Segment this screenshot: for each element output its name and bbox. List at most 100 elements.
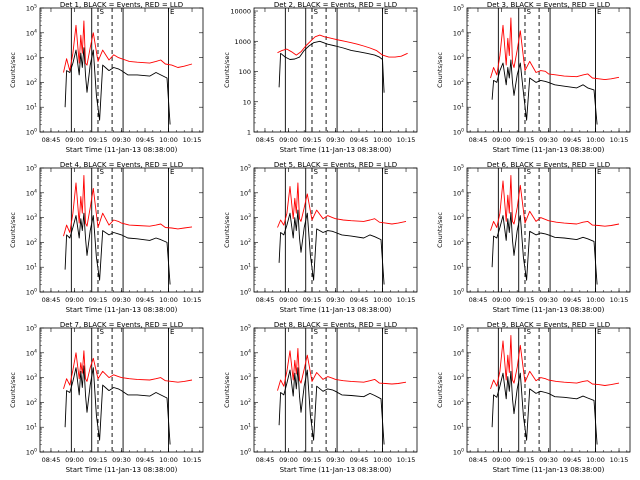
y-axis-label: Counts/sec bbox=[9, 212, 17, 248]
x-tick-label: 10:15 bbox=[397, 456, 416, 464]
series-events-line bbox=[491, 212, 598, 285]
y-tick-label: 101 bbox=[26, 103, 37, 112]
y-axis-label: Counts/sec bbox=[223, 52, 231, 88]
x-tick-label: 09:15 bbox=[303, 456, 322, 464]
y-tick-label: 1000 bbox=[234, 38, 251, 46]
x-tick-label: 08:45 bbox=[256, 456, 275, 464]
x-axis-label: Start Time (11-Jan-13 08:38:00) bbox=[66, 466, 178, 474]
y-tick-label: 10000 bbox=[230, 8, 251, 16]
y-tick-label: 103 bbox=[26, 53, 37, 62]
event-marker-s: S bbox=[99, 168, 104, 176]
y-axis-label: Counts/sec bbox=[436, 212, 444, 248]
panel-title: Det 6, BLACK = Events, RED = LLD bbox=[487, 161, 610, 169]
y-tick-label: 102 bbox=[453, 78, 464, 87]
x-tick-label: 09:45 bbox=[350, 456, 369, 464]
panel-title: Det 1, BLACK = Events, RED = LLD bbox=[60, 1, 183, 9]
series-events-line bbox=[491, 59, 598, 125]
x-tick-label: 09:45 bbox=[136, 456, 155, 464]
y-axis-label: Counts/sec bbox=[223, 212, 231, 248]
series-lld-line bbox=[490, 175, 620, 231]
x-tick-label: 08:45 bbox=[469, 456, 488, 464]
y-tick-label: 10 bbox=[243, 98, 251, 106]
y-tick-label: 103 bbox=[240, 373, 251, 382]
y-tick-label: 103 bbox=[453, 213, 464, 222]
detector-panel-3: 08:45 09:00 09:15 09:30 09:45 10:00 10:15 100 10… bbox=[436, 1, 631, 154]
series-lld-line bbox=[63, 20, 193, 73]
x-tick-label: 10:15 bbox=[610, 456, 629, 464]
event-marker-e: E bbox=[384, 8, 388, 16]
y-tick-label: 1 bbox=[247, 129, 251, 137]
x-tick-label: 09:45 bbox=[563, 296, 582, 304]
y-tick-label: 101 bbox=[26, 423, 37, 432]
x-tick-label: 09:30 bbox=[326, 136, 345, 144]
x-tick-label: 09:15 bbox=[516, 456, 535, 464]
y-tick-label: 102 bbox=[26, 398, 37, 407]
x-tick-label: 10:15 bbox=[610, 136, 629, 144]
event-marker-e: E bbox=[170, 168, 174, 176]
series-lld-line bbox=[490, 335, 620, 390]
event-marker-s: S bbox=[99, 8, 104, 16]
event-marker-e: E bbox=[384, 168, 388, 176]
panel-title: Det 7, BLACK = Events, RED = LLD bbox=[60, 321, 183, 329]
x-tick-label: 09:30 bbox=[112, 456, 131, 464]
series-lld-line bbox=[277, 34, 408, 58]
y-tick-label: 104 bbox=[453, 348, 464, 357]
detector-panel-5: 08:45 09:00 09:15 09:30 09:45 10:00 10:15 100 10… bbox=[223, 161, 418, 314]
y-tick-label: 104 bbox=[26, 188, 37, 197]
y-tick-label: 104 bbox=[240, 348, 251, 357]
x-tick-label: 10:15 bbox=[183, 136, 202, 144]
panel-title: Det 4, BLACK = Events, RED = LLD bbox=[60, 161, 183, 169]
x-tick-label: 09:15 bbox=[516, 296, 535, 304]
x-tick-label: 09:00 bbox=[65, 136, 84, 144]
y-tick-label: 104 bbox=[26, 28, 37, 37]
y-tick-label: 102 bbox=[26, 238, 37, 247]
x-tick-label: 08:45 bbox=[42, 296, 61, 304]
y-tick-label: 104 bbox=[453, 28, 464, 37]
y-tick-label: 101 bbox=[453, 263, 464, 272]
y-tick-label: 101 bbox=[453, 103, 464, 112]
y-axis-label: Counts/sec bbox=[9, 52, 17, 88]
plot-frame bbox=[466, 7, 631, 133]
y-tick-label: 104 bbox=[26, 348, 37, 357]
x-tick-label: 09:15 bbox=[303, 136, 322, 144]
x-axis-label: Start Time (11-Jan-13 08:38:00) bbox=[493, 306, 605, 314]
x-tick-label: 09:30 bbox=[326, 456, 345, 464]
y-tick-label: 100 bbox=[240, 288, 251, 297]
y-tick-label: 102 bbox=[240, 238, 251, 247]
x-tick-label: 09:15 bbox=[89, 296, 108, 304]
x-axis-label: Start Time (11-Jan-13 08:38:00) bbox=[66, 146, 178, 154]
plot-frame bbox=[466, 167, 631, 293]
series-events-line bbox=[278, 367, 385, 445]
x-tick-label: 09:45 bbox=[563, 136, 582, 144]
y-tick-label: 103 bbox=[26, 373, 37, 382]
x-axis-label: Start Time (11-Jan-13 08:38:00) bbox=[493, 146, 605, 154]
series-events-line bbox=[278, 209, 385, 285]
y-tick-label: 103 bbox=[26, 213, 37, 222]
x-tick-label: 09:00 bbox=[279, 456, 298, 464]
x-tick-label: 09:00 bbox=[279, 136, 298, 144]
event-marker-s: S bbox=[313, 328, 318, 336]
x-tick-label: 09:30 bbox=[539, 296, 558, 304]
y-tick-label: 104 bbox=[240, 188, 251, 197]
plot-frame bbox=[466, 327, 631, 453]
y-tick-label: 102 bbox=[26, 78, 37, 87]
y-tick-label: 103 bbox=[453, 53, 464, 62]
y-tick-label: 100 bbox=[453, 128, 464, 137]
x-tick-label: 10:00 bbox=[373, 456, 392, 464]
event-marker-s: S bbox=[313, 168, 318, 176]
x-tick-label: 09:15 bbox=[516, 136, 535, 144]
detector-panel-6: 08:45 09:00 09:15 09:30 09:45 10:00 10:15 100 10… bbox=[436, 161, 631, 314]
x-tick-label: 09:15 bbox=[89, 136, 108, 144]
x-tick-label: 09:30 bbox=[539, 456, 558, 464]
series-lld-line bbox=[277, 347, 407, 391]
panel-title: Det 3, BLACK = Events, RED = LLD bbox=[487, 1, 610, 9]
x-tick-label: 10:15 bbox=[610, 296, 629, 304]
detector-panel-2: 08:45 09:00 09:15 09:30 09:45 10:00 10:15 1 10 10… bbox=[223, 1, 418, 154]
x-tick-label: 10:00 bbox=[586, 296, 605, 304]
series-events-line bbox=[64, 365, 171, 445]
panel-title: Det 2, BLACK = Events, RED = LLD bbox=[274, 1, 397, 9]
panel-title: Det 8, BLACK = Events, RED = LLD bbox=[274, 321, 397, 329]
event-marker-s: S bbox=[526, 8, 531, 16]
plot-frame bbox=[253, 167, 418, 293]
